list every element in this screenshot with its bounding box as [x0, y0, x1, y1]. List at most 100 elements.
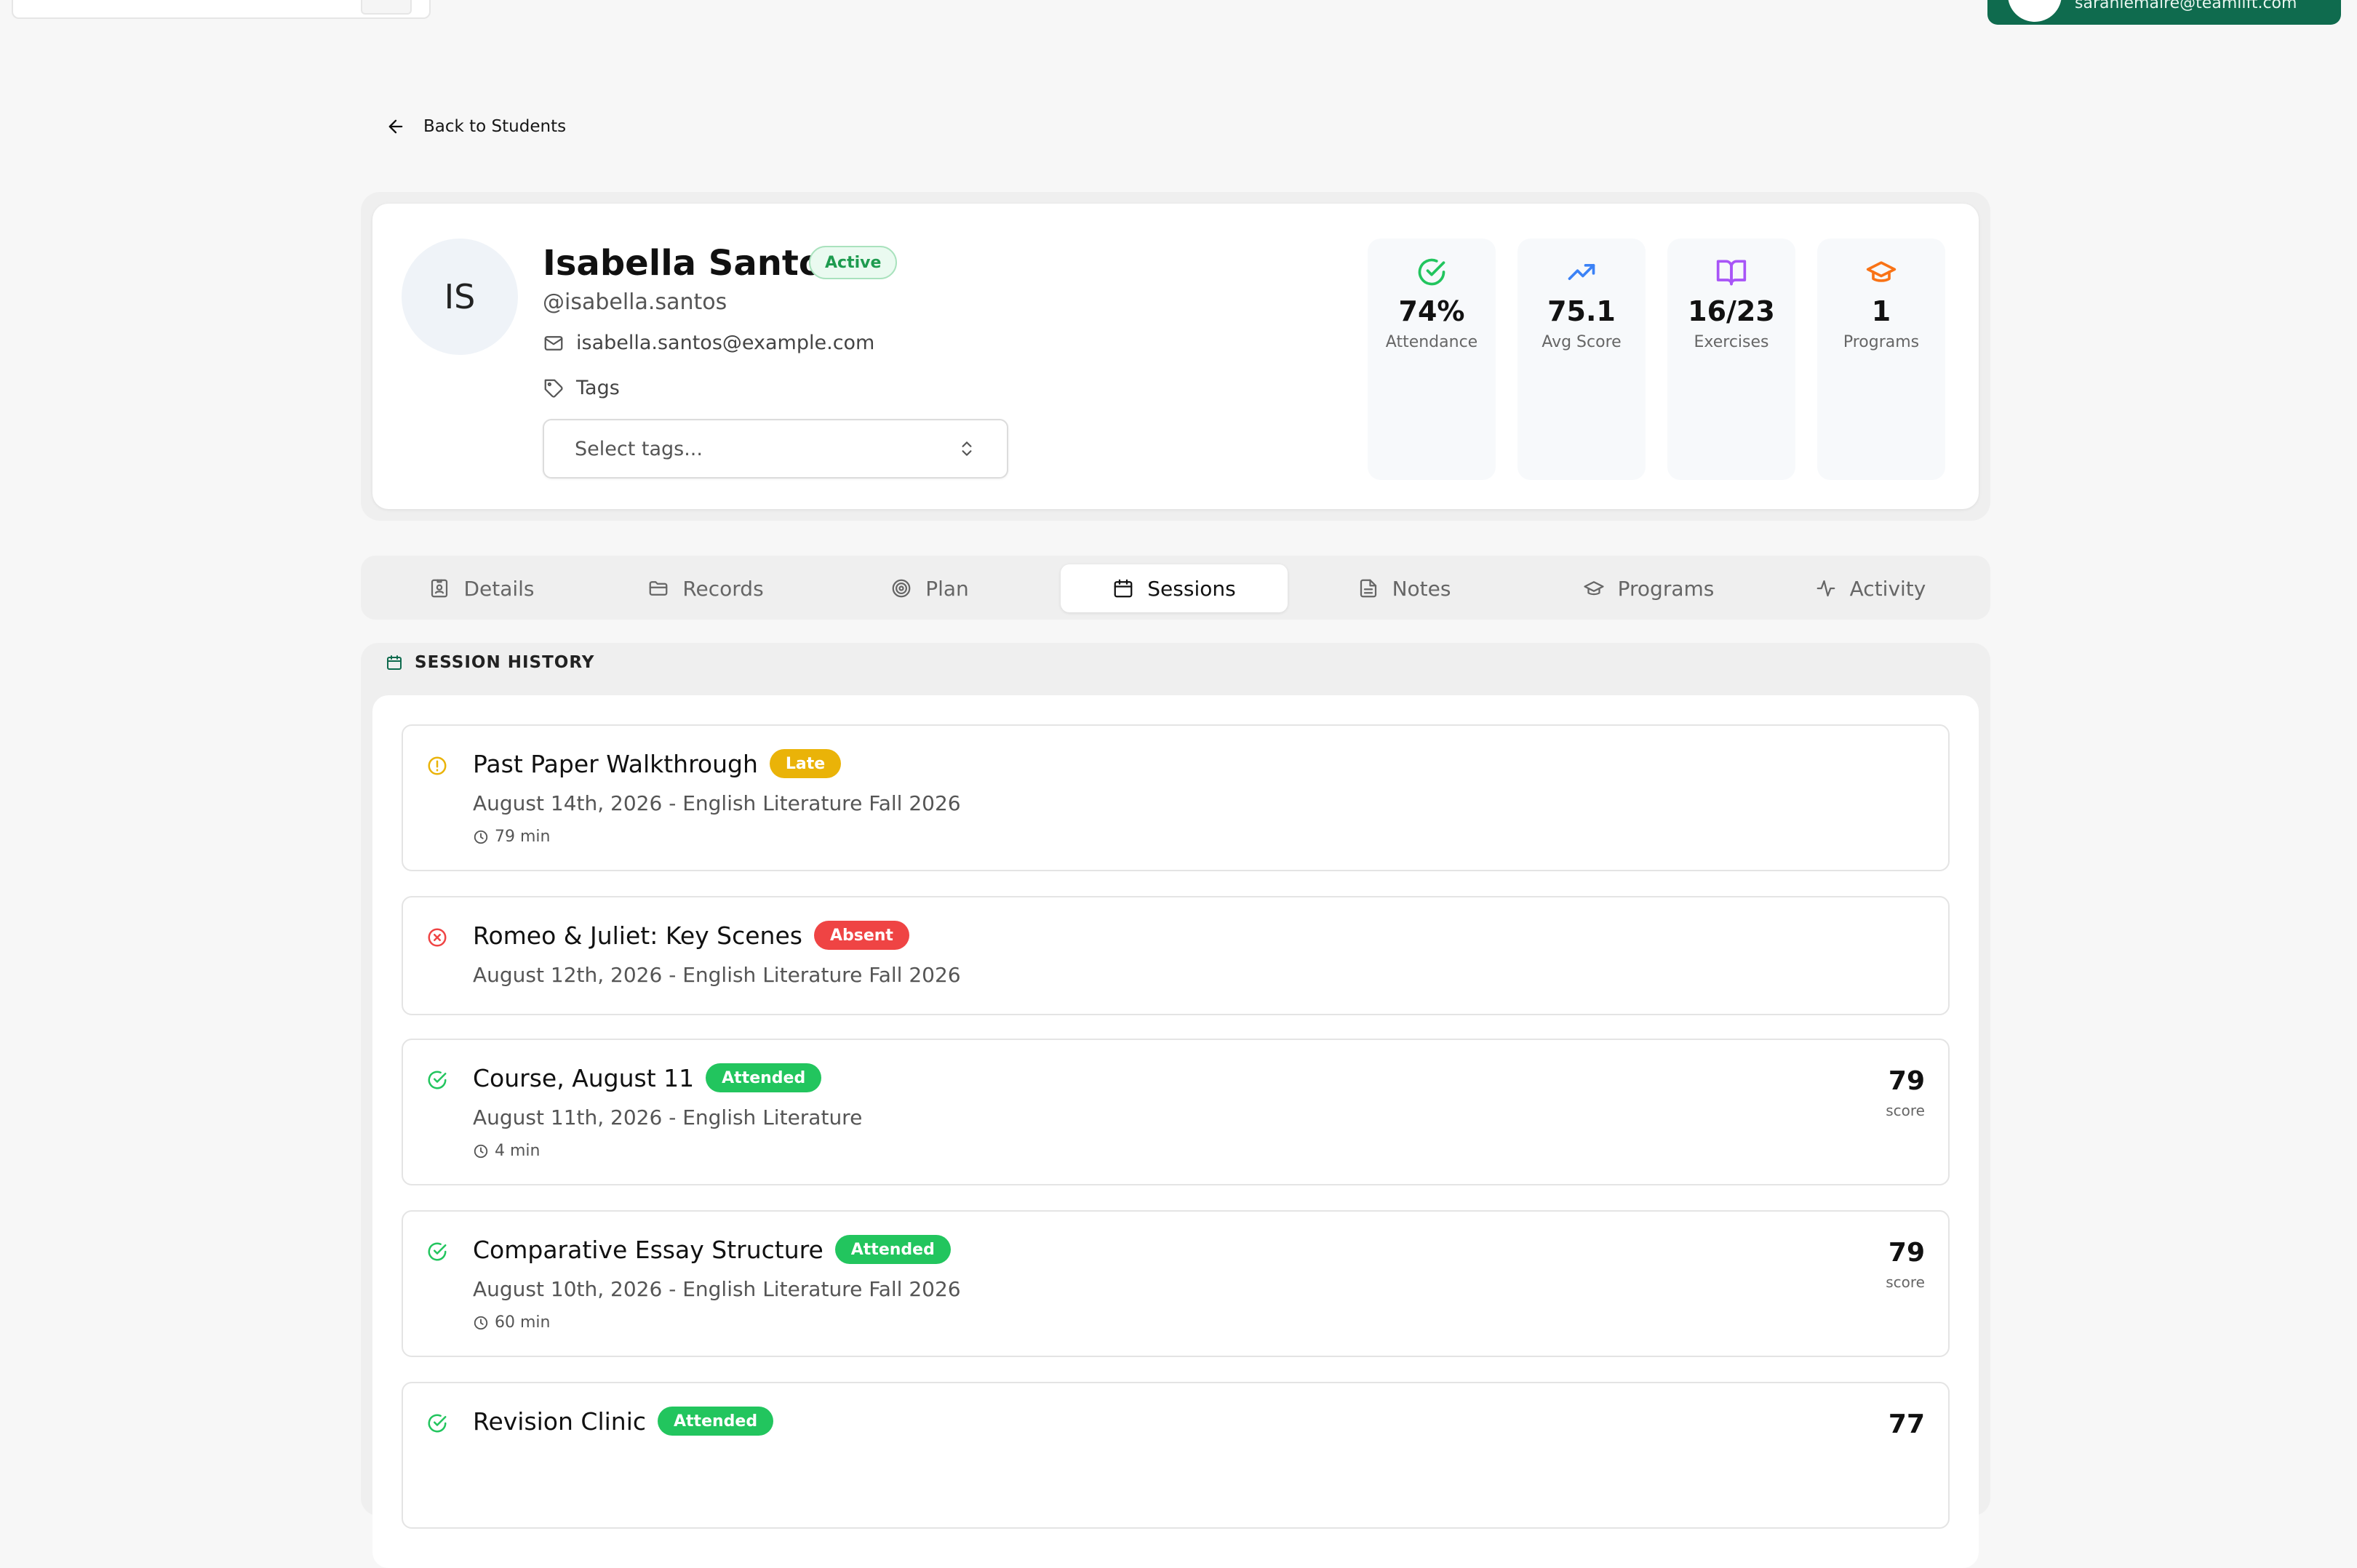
tab-sessions[interactable]: Sessions [1061, 564, 1288, 612]
score-value: 79 [1888, 1238, 1925, 1268]
duration-text: 60 min [495, 1313, 551, 1332]
session-score: 77 [1889, 1409, 1925, 1439]
folder-icon [649, 581, 668, 596]
status-badge: Active [809, 246, 898, 279]
profile-tabs: Details Records Plan Sessions Notes Prog… [361, 556, 1990, 620]
file-text-icon [1360, 579, 1376, 598]
section-title: SESSION HISTORY [415, 653, 595, 672]
tab-records[interactable]: Records [597, 564, 815, 612]
session-title-row: Revision Clinic Attended [473, 1407, 774, 1436]
tab-label: Details [463, 576, 535, 601]
alert-circle-icon [426, 755, 448, 777]
session-duration: 79 min [473, 828, 550, 846]
tab-activity[interactable]: Activity [1758, 564, 1983, 612]
stat-label: Programs [1843, 333, 1920, 351]
tags-label: Tags [576, 377, 620, 399]
mail-icon [544, 335, 563, 351]
activity-icon [1816, 580, 1835, 597]
avatar [2008, 0, 2062, 22]
session-title-row: Comparative Essay Structure Attended [473, 1235, 951, 1264]
score-label: score [1886, 1102, 1925, 1119]
user-email: sarahlemaire@teamlift.com [2075, 0, 2297, 12]
book-open-icon [1715, 256, 1747, 288]
session-duration: 4 min [473, 1142, 540, 1160]
profile-card: IS Isabella Santos Active @isabella.sant… [372, 204, 1979, 509]
session-score: 79 score [1886, 1066, 1925, 1119]
session-title: Romeo & Juliet: Key Scenes [473, 921, 802, 950]
arrow-left-icon [388, 119, 403, 134]
session-subtitle: August 11th, 2026 - English Literature [473, 1105, 863, 1129]
session-subtitle: August 12th, 2026 - English Literature F… [473, 963, 961, 987]
session-score: 79 score [1886, 1238, 1925, 1291]
stat-value: 16/23 [1688, 295, 1775, 327]
calendar-icon [1114, 579, 1133, 598]
stat-value: 74% [1398, 295, 1465, 327]
tags-select[interactable]: Select tags... [543, 419, 1008, 479]
back-label: Back to Students [423, 117, 567, 136]
check-circle-icon [426, 1241, 448, 1263]
stat-programs: 1 Programs [1817, 239, 1945, 480]
tab-programs[interactable]: Programs [1532, 564, 1765, 612]
graduation-cap-icon [1584, 581, 1604, 596]
clock-icon [474, 830, 488, 844]
avatar: IS [402, 239, 518, 355]
target-icon [892, 579, 911, 598]
stat-label: Exercises [1694, 333, 1769, 351]
stat-value: 75.1 [1547, 295, 1616, 327]
score-value: 77 [1888, 1409, 1925, 1439]
tags-row: Tags [543, 377, 620, 399]
session-card[interactable]: Revision Clinic Attended 77 [402, 1382, 1950, 1529]
stat-attendance: 74% Attendance [1368, 239, 1496, 480]
user-menu[interactable]: sarahlemaire@teamlift.com [1987, 0, 2341, 25]
trending-up-icon [1566, 256, 1598, 288]
tags-placeholder: Select tags... [575, 437, 703, 460]
session-card[interactable]: Comparative Essay Structure Attended Aug… [402, 1210, 1950, 1357]
check-circle-icon [1416, 256, 1448, 288]
tab-label: Records [682, 576, 764, 601]
search-input[interactable] [12, 0, 431, 19]
profile-section: IS Isabella Santos Active @isabella.sant… [361, 192, 1990, 521]
tab-label: Notes [1392, 576, 1451, 601]
clock-icon [474, 1144, 488, 1158]
stat-label: Avg Score [1542, 333, 1622, 351]
duration-text: 79 min [495, 828, 551, 846]
status-badge: Absent [813, 921, 909, 950]
student-name: Isabella Santos [543, 243, 844, 284]
session-title-row: Romeo & Juliet: Key Scenes Absent [473, 921, 909, 950]
student-email-row: isabella.santos@example.com [543, 332, 874, 354]
id-card-icon [431, 579, 448, 598]
session-duration: 60 min [473, 1313, 550, 1332]
score-label: score [1886, 1273, 1925, 1291]
student-email: isabella.santos@example.com [576, 332, 875, 354]
stat-label: Attendance [1385, 333, 1478, 351]
clock-icon [474, 1316, 488, 1329]
calendar-icon [387, 655, 402, 670]
session-title: Course, August 11 [473, 1063, 695, 1092]
duration-text: 4 min [495, 1142, 541, 1160]
x-circle-icon [426, 927, 448, 948]
check-circle-icon [426, 1069, 448, 1091]
student-handle: @isabella.santos [543, 289, 727, 315]
session-title: Past Paper Walkthrough [473, 749, 758, 778]
session-card[interactable]: Course, August 11 Attended August 11th, … [402, 1039, 1950, 1185]
session-card[interactable]: Past Paper Walkthrough Late August 14th,… [402, 724, 1950, 871]
session-subtitle: August 10th, 2026 - English Literature F… [473, 1277, 961, 1301]
session-card[interactable]: Romeo & Juliet: Key Scenes Absent August… [402, 896, 1950, 1015]
tab-label: Sessions [1147, 576, 1236, 601]
status-badge: Attended [706, 1063, 822, 1092]
session-history-header: SESSION HISTORY [386, 653, 594, 672]
status-badge: Attended [834, 1235, 951, 1264]
check-circle-icon [426, 1412, 448, 1434]
chevrons-up-down-icon [962, 441, 972, 456]
tab-plan[interactable]: Plan [821, 564, 1039, 612]
graduation-cap-icon [1865, 256, 1897, 288]
tag-icon [544, 379, 563, 398]
status-badge: Late [769, 749, 842, 778]
tab-notes[interactable]: Notes [1295, 564, 1513, 612]
score-value: 79 [1888, 1066, 1925, 1096]
stat-avg-score: 75.1 Avg Score [1518, 239, 1646, 480]
tab-details[interactable]: Details [372, 564, 591, 612]
session-title: Revision Clinic [473, 1407, 647, 1436]
shortcut-key [361, 0, 412, 15]
back-to-students-link[interactable]: Back to Students [386, 116, 566, 137]
